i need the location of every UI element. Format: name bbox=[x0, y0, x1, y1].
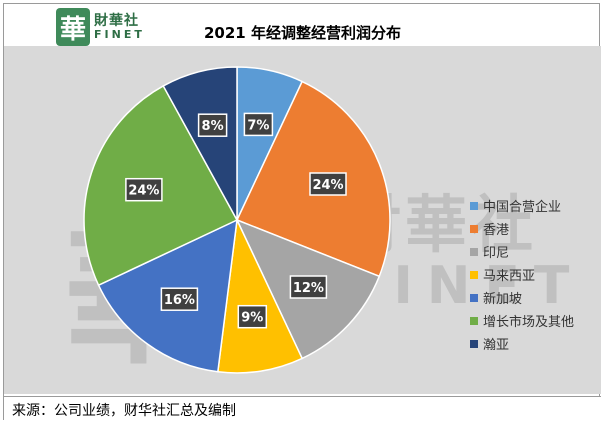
legend-item: 增长市场及其他 bbox=[470, 309, 574, 332]
data-label-2: 12% bbox=[289, 275, 328, 299]
data-label-3: 9% bbox=[237, 304, 268, 329]
data-label-box bbox=[125, 177, 163, 202]
data-label-box bbox=[197, 113, 228, 137]
pie-slice-6 bbox=[162, 66, 238, 221]
legend-label: 增长市场及其他 bbox=[483, 315, 575, 330]
legend-swatch bbox=[470, 316, 478, 325]
data-label-1: 24% bbox=[309, 172, 347, 196]
data-label-box bbox=[243, 112, 274, 137]
logo-name-cn: 財華社 bbox=[94, 13, 139, 29]
header: 華 財華社 FINET bbox=[4, 4, 599, 46]
legend-item: 香港 bbox=[470, 217, 574, 240]
legend-swatch bbox=[470, 339, 478, 348]
data-label-box bbox=[309, 172, 347, 196]
legend-item: 新加坡 bbox=[470, 286, 574, 309]
legend-label: 香港 bbox=[483, 223, 510, 238]
data-label-5: 24% bbox=[125, 177, 163, 202]
legend-swatch bbox=[470, 247, 478, 256]
data-label-text: 7% bbox=[247, 118, 269, 133]
data-label-box bbox=[289, 275, 328, 299]
legend-swatch bbox=[470, 270, 478, 279]
legend-item: 中国合营企业 bbox=[470, 194, 574, 217]
data-label-box bbox=[237, 304, 268, 329]
source-note: 来源：公司业绩，财华社汇总及编制 bbox=[12, 403, 236, 419]
finet-logo-icon: 華 bbox=[56, 8, 90, 46]
data-label-text: 24% bbox=[128, 184, 159, 199]
data-label-0: 7% bbox=[243, 112, 274, 137]
legend-label: 马来西亚 bbox=[483, 269, 536, 284]
data-label-4: 16% bbox=[160, 287, 199, 311]
legend-item: 马来西亚 bbox=[470, 263, 574, 286]
legend-swatch bbox=[470, 293, 478, 302]
logo-name-en: FINET bbox=[94, 28, 145, 41]
legend: 中国合营企业 香港印尼马来西亚新加坡增长市场及其他 瀚亚 bbox=[470, 194, 574, 355]
source-bar: 来源：公司业绩，财华社汇总及编制 bbox=[4, 396, 601, 421]
legend-item: 瀚亚 bbox=[470, 332, 574, 355]
legend-swatch bbox=[470, 201, 478, 210]
data-label-text: 12% bbox=[293, 281, 324, 296]
legend-label: 瀚亚 bbox=[483, 338, 510, 353]
data-label-box bbox=[160, 287, 199, 311]
data-label-text: 16% bbox=[164, 293, 195, 308]
data-label-text: 8% bbox=[202, 119, 224, 134]
legend-label: 印尼 bbox=[483, 246, 510, 261]
data-label-text: 9% bbox=[241, 311, 263, 326]
data-label-text: 24% bbox=[312, 178, 343, 193]
legend-item: 印尼 bbox=[470, 240, 574, 263]
chart-title: 2021 年经调整经营利润分布 bbox=[204, 24, 401, 42]
legend-swatch bbox=[470, 224, 478, 233]
plot-area: 華 財華社 FINET 7%24%12%9%16%24%8% 中国合营企业香港印… bbox=[4, 46, 601, 394]
legend-label: 新加坡 bbox=[483, 292, 523, 307]
pie-chart: 7% 24% 12% 9% 16% 24% 8% bbox=[83, 66, 391, 374]
data-label-6: 8% bbox=[197, 113, 228, 137]
legend-label: 中国合营企业 bbox=[483, 200, 562, 215]
pie-slice-3 bbox=[216, 217, 304, 374]
